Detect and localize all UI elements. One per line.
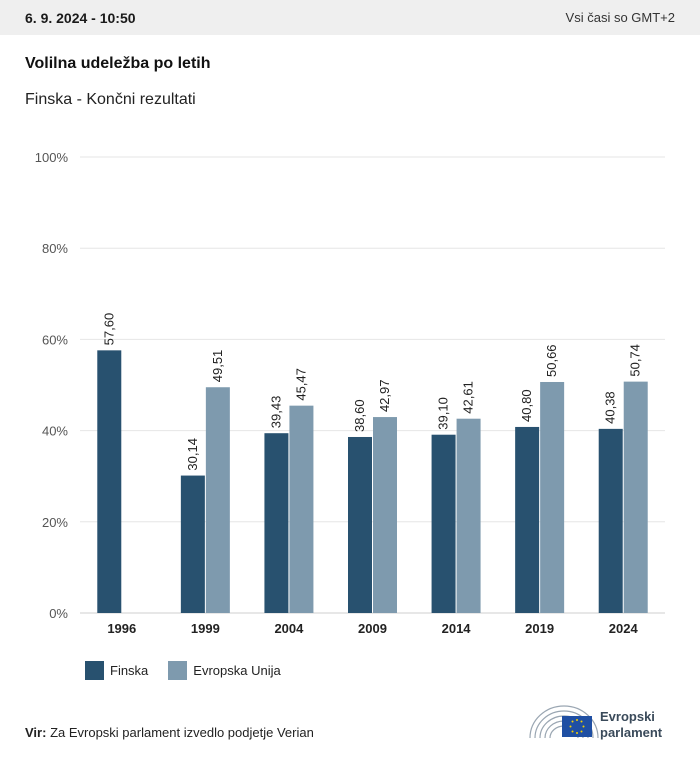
chart-title: Volilna udeležba po letih — [25, 55, 211, 72]
x-tick-label-2019: 2019 — [525, 621, 554, 636]
bar-eu-2024 — [623, 381, 648, 613]
data-label-eu-2004: 45,47 — [293, 368, 308, 401]
logo-line1: Evropski — [600, 709, 655, 724]
legend: Finska Evropska Unija — [85, 661, 301, 680]
source-note: Vir: Za Evropski parlament izvedlo podje… — [25, 725, 314, 740]
x-tick-label-2014: 2014 — [442, 621, 472, 636]
data-label-finska-2009: 38,60 — [352, 399, 367, 432]
legend-swatch-finska — [85, 661, 104, 680]
bar-eu-2009 — [373, 417, 397, 613]
source-label: Vir: — [25, 725, 47, 740]
legend-label-eu: Evropska Unija — [193, 663, 281, 678]
bar-finska-2009 — [348, 436, 372, 613]
data-label-eu-2009: 42,97 — [377, 380, 392, 413]
timezone-note: Vsi časi so GMT+2 — [565, 10, 675, 25]
x-tick-label-2004: 2004 — [274, 621, 304, 636]
bar-finska-2004 — [264, 433, 289, 613]
y-tick-label-20: 20% — [42, 515, 68, 530]
y-tick-label-100: 100% — [35, 150, 69, 165]
source-text: Za Evropski parlament izvedlo podjetje V… — [50, 725, 314, 740]
data-label-finska-1996: 57,60 — [101, 313, 116, 346]
data-label-eu-2014: 42,61 — [461, 381, 476, 414]
bar-finska-1999 — [180, 475, 205, 613]
y-tick-label-80: 80% — [42, 241, 68, 256]
data-label-finska-2014: 39,10 — [436, 397, 451, 430]
bar-eu-2014 — [456, 418, 481, 613]
legend-item-eu[interactable]: Evropska Unija — [168, 661, 281, 680]
legend-item-finska[interactable]: Finska — [85, 661, 148, 680]
chart-subtitle: Finska - Končni rezultati — [25, 91, 196, 108]
data-label-eu-2024: 50,74 — [628, 344, 643, 377]
data-label-finska-2024: 40,38 — [603, 391, 618, 424]
logo-line2: parlament — [600, 725, 663, 740]
y-tick-label-0: 0% — [49, 606, 68, 621]
x-tick-label-1996: 1996 — [107, 621, 136, 636]
top-bar: 6. 9. 2024 - 10:50 Vsi časi so GMT+2 — [0, 0, 700, 35]
bar-eu-2004 — [289, 405, 314, 613]
bar-eu-1999 — [205, 387, 230, 613]
legend-swatch-eu — [168, 661, 188, 680]
data-label-eu-1999: 49,51 — [210, 350, 225, 383]
european-parliament-hemicycle-icon — [529, 705, 599, 739]
x-tick-label-2024: 2024 — [609, 621, 639, 636]
bar-finska-2014 — [431, 434, 456, 613]
y-tick-label-40: 40% — [42, 424, 68, 439]
bar-finska-1996 — [97, 350, 122, 613]
logo-text: Evropski parlament — [600, 709, 662, 741]
timestamp: 6. 9. 2024 - 10:50 — [25, 9, 136, 26]
turnout-bar-chart: 0% 20% 40% 60% 80% 100% 1996 57,60 1999 30,14 49,5… — [35, 150, 665, 636]
data-label-finska-2004: 39,43 — [268, 396, 283, 429]
bar-finska-2019 — [515, 426, 540, 613]
bar-eu-2019 — [540, 381, 565, 613]
legend-label-finska: Finska — [110, 663, 149, 678]
data-label-eu-2019: 50,66 — [544, 344, 559, 377]
y-tick-label-60: 60% — [42, 332, 68, 347]
x-tick-label-1999: 1999 — [191, 621, 220, 636]
data-label-finska-2019: 40,80 — [519, 389, 534, 422]
x-tick-label-2009: 2009 — [358, 621, 387, 636]
data-label-finska-1999: 30,14 — [185, 438, 200, 471]
bar-finska-2024 — [598, 428, 623, 613]
